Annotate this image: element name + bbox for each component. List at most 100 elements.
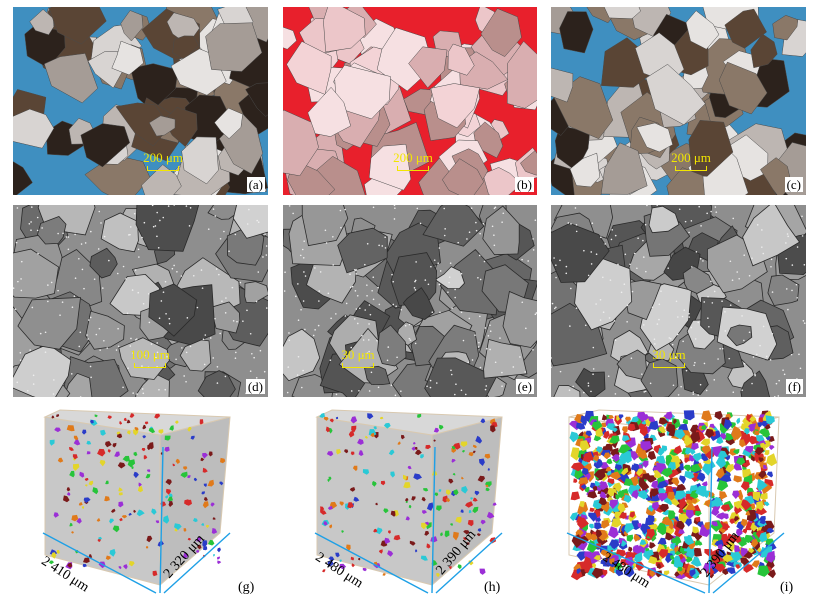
mineral-grain [636, 122, 673, 153]
pore [477, 475, 485, 483]
pore [607, 478, 615, 485]
pore [477, 528, 482, 532]
pore [690, 498, 698, 504]
pore [351, 425, 357, 433]
pore [468, 452, 474, 457]
pore [155, 520, 160, 524]
pore [736, 537, 742, 543]
mineral-grain [13, 161, 33, 195]
pore [765, 550, 776, 563]
front-dimension-line [566, 532, 706, 594]
pore [737, 562, 742, 568]
pore [452, 473, 456, 476]
pore [373, 528, 378, 533]
pore [738, 496, 743, 501]
pore [658, 417, 669, 425]
pore [628, 546, 633, 553]
pore [667, 510, 676, 520]
pore [580, 415, 587, 426]
pore [414, 449, 422, 456]
surface-facet [85, 310, 125, 350]
pore [202, 452, 208, 459]
pore [726, 542, 736, 553]
pore [403, 474, 407, 481]
scale-bar: 200 μm [661, 150, 721, 171]
micrograph-image [13, 7, 268, 195]
pore [207, 479, 214, 487]
pore [118, 501, 124, 508]
pore [350, 556, 354, 561]
mineral-grain [13, 108, 55, 149]
pore [656, 563, 661, 569]
pore [175, 420, 179, 424]
pore [463, 537, 467, 541]
pore [740, 518, 748, 527]
pore [430, 536, 438, 543]
pore [88, 480, 94, 486]
pore [187, 475, 191, 479]
pore [649, 542, 656, 549]
pore [104, 496, 110, 502]
pore [492, 502, 497, 506]
pore [480, 519, 486, 525]
pore [594, 480, 601, 487]
pore [328, 556, 335, 561]
pore [421, 522, 428, 530]
pore [63, 495, 70, 503]
surface-facet [575, 367, 606, 397]
scale-bar: 200 μm [383, 150, 443, 171]
pore [476, 533, 481, 537]
pore [762, 429, 770, 438]
pore [759, 519, 767, 525]
pore [193, 518, 198, 523]
scale-label: 100 μm [130, 347, 170, 362]
mineral-grain [760, 157, 792, 195]
pore [658, 493, 668, 502]
pore [357, 438, 364, 445]
pore [617, 458, 626, 466]
scale-label: 30 μm [652, 347, 686, 362]
pore [133, 451, 138, 457]
pore [414, 447, 418, 450]
pore [92, 487, 99, 495]
thin-section-micrograph-a: 200 μm (a) [13, 7, 268, 195]
pore [465, 501, 474, 508]
mineral-grain [307, 86, 351, 137]
panel-label: (f) [786, 379, 803, 394]
pore [702, 463, 713, 476]
mineral-grain [645, 63, 706, 126]
pore [328, 476, 332, 481]
surface-facet [740, 370, 771, 397]
pore [692, 526, 700, 534]
pore [649, 488, 659, 497]
pore [145, 474, 151, 479]
pore [417, 413, 422, 418]
pore [196, 537, 201, 542]
pore [484, 453, 491, 459]
pore [624, 523, 635, 534]
pore [143, 455, 148, 460]
pore [451, 448, 457, 453]
pore [405, 498, 409, 502]
micrograph-image [283, 7, 537, 195]
pore [403, 482, 411, 489]
pore [656, 522, 668, 532]
pore [765, 538, 775, 547]
pore [697, 541, 703, 546]
side-dimension-line [163, 532, 231, 594]
pore [420, 454, 424, 459]
pore [685, 518, 692, 527]
pore [665, 411, 673, 420]
pore [733, 500, 741, 510]
scale-label: 200 μm [393, 150, 433, 165]
pore [422, 510, 428, 514]
pore [460, 509, 464, 513]
pore [696, 471, 706, 482]
pore [623, 494, 632, 503]
pore [329, 418, 334, 423]
mineral-grain [603, 7, 641, 19]
pore [570, 447, 581, 461]
pore [724, 432, 734, 441]
mineral-grain [750, 33, 778, 69]
surface-facet [179, 339, 212, 372]
